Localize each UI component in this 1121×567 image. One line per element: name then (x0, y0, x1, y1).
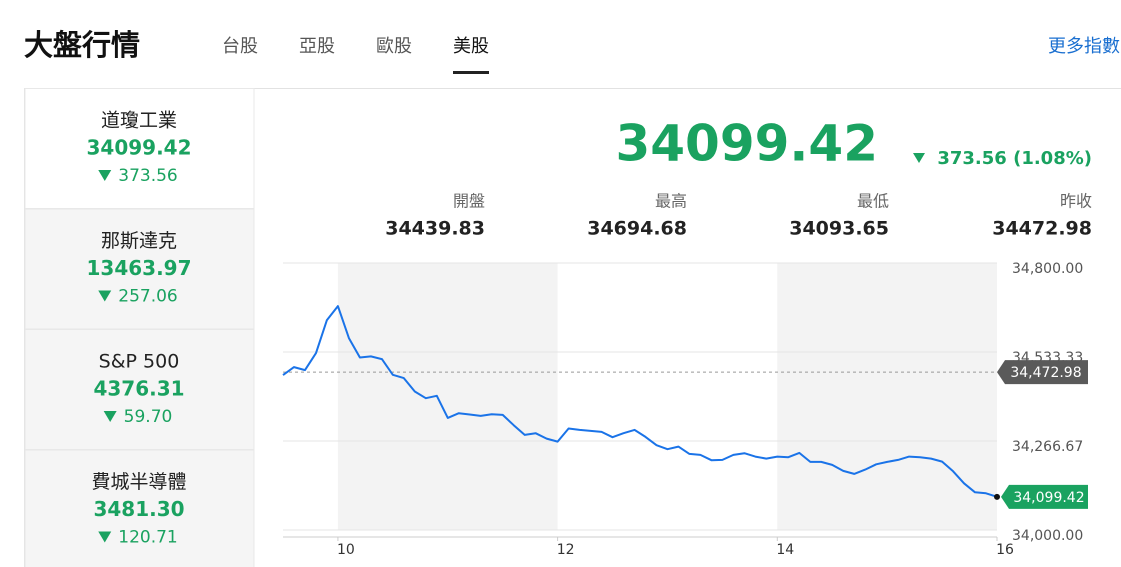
index-item[interactable] (24, 208, 255, 330)
index-change: 59.70 (124, 407, 173, 427)
down-arrow (98, 290, 112, 302)
index-value: 34099.42 (86, 136, 191, 160)
stat-label: 開盤 (453, 192, 485, 211)
stat-value: 34093.65 (789, 218, 889, 240)
index-item[interactable] (24, 329, 255, 450)
down-arrow (913, 153, 925, 163)
index-name: S&P 500 (99, 351, 180, 373)
down-arrow (103, 411, 117, 422)
x-tick-label: 14 (776, 542, 794, 558)
last-point (994, 493, 1000, 500)
stat-label: 昨收 (1060, 192, 1092, 211)
last-tag (1001, 484, 1088, 509)
price-line (282, 305, 998, 498)
index-name: 費城半導體 (91, 471, 186, 493)
more-link[interactable]: 更多指數 (1048, 36, 1120, 57)
tab[interactable]: 歐股 (376, 36, 412, 57)
x-tick-label: 12 (557, 542, 575, 558)
index-value: 13463.97 (86, 256, 191, 280)
time-band (337, 263, 558, 530)
index-name: 道瓊工業 (101, 110, 177, 132)
tab[interactable]: 美股 (453, 36, 489, 57)
x-tick-label: 10 (337, 542, 355, 558)
y-tick-label: 34,800.00 (1012, 261, 1083, 277)
index-change: 120.71 (118, 528, 177, 548)
y-tick-label: 34,000.00 (1012, 528, 1083, 544)
tab[interactable]: 亞股 (299, 36, 335, 57)
index-value: 4376.31 (93, 377, 184, 401)
index-name: 那斯達克 (101, 230, 177, 252)
quote-value: 34099.42 (615, 115, 878, 173)
index-value: 3481.30 (93, 497, 184, 521)
stat-value: 34694.68 (587, 218, 687, 240)
tab[interactable]: 台股 (222, 36, 258, 57)
tab-underline (453, 71, 489, 74)
index-item[interactable] (24, 88, 255, 209)
quote-change: 373.56 (1.08%) (937, 148, 1092, 169)
stat-label: 最低 (857, 192, 889, 211)
down-arrow (98, 531, 112, 543)
down-arrow (98, 170, 112, 181)
stat-label: 最高 (655, 192, 687, 211)
reference-label: 34,472.98 (1010, 365, 1081, 381)
y-tick-label: 34,266.67 (1012, 439, 1083, 455)
index-item[interactable] (24, 449, 255, 567)
time-band (777, 263, 997, 530)
index-change: 373.56 (118, 166, 177, 186)
stat-value: 34439.83 (385, 218, 485, 240)
index-change: 257.06 (118, 287, 177, 307)
page-title: 大盤行情 (24, 28, 140, 62)
last-label: 34,099.42 (1013, 490, 1084, 506)
stat-value: 34472.98 (992, 218, 1092, 240)
x-tick-label: 16 (996, 542, 1014, 558)
reference-tag (997, 360, 1088, 385)
